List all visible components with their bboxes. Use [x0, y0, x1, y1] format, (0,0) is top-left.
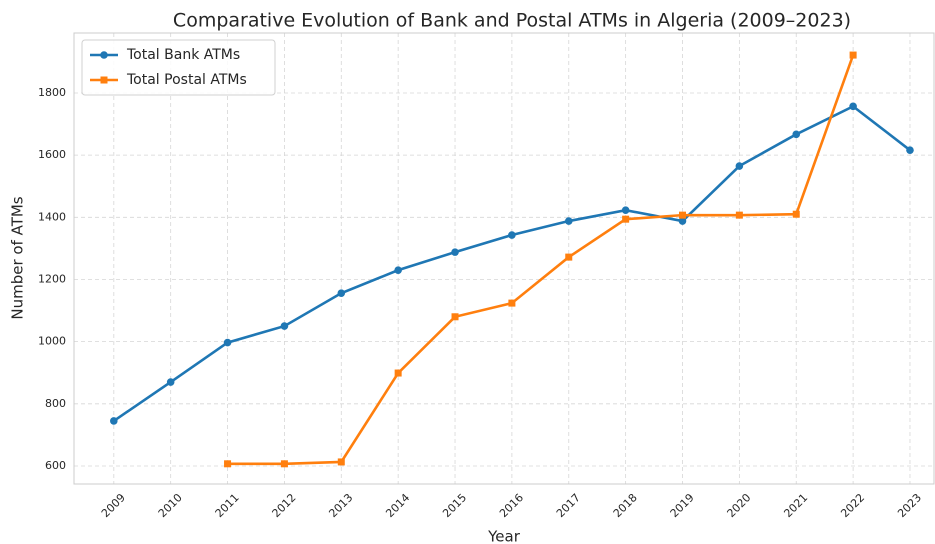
- legend-marker: [100, 76, 108, 84]
- legend: Total Bank ATMs Total Postal ATMs: [81, 39, 276, 96]
- y-tick-label: 800: [45, 397, 66, 410]
- x-tick-label: 2022: [838, 491, 867, 520]
- x-tick-label: 2019: [668, 491, 697, 520]
- x-tick-label: 2017: [554, 491, 583, 520]
- point: [394, 266, 402, 274]
- y-tick-label: 1600: [38, 148, 66, 161]
- point: [735, 162, 744, 170]
- point: [565, 253, 573, 261]
- point: [394, 369, 402, 377]
- point: [849, 51, 857, 59]
- x-tick-label: 2020: [725, 491, 754, 520]
- point: [337, 458, 345, 466]
- series-line: [227, 54, 855, 466]
- x-tick-label: 2012: [270, 491, 299, 520]
- legend-label: Total Postal ATMs: [126, 72, 247, 88]
- x-tick-label: 2023: [895, 491, 924, 520]
- point: [224, 460, 232, 468]
- point: [679, 211, 687, 219]
- point: [166, 378, 175, 386]
- point: [223, 338, 232, 347]
- point: [735, 211, 743, 219]
- chart-title: Comparative Evolution of Bank and Postal…: [173, 10, 851, 32]
- y-tick-label: 1200: [38, 272, 66, 285]
- x-tick-label: 2011: [213, 491, 242, 520]
- legend-marker: [100, 51, 108, 59]
- point: [280, 460, 288, 468]
- point: [337, 289, 346, 297]
- point: [280, 322, 289, 330]
- plot-frame: [73, 32, 935, 485]
- point: [678, 217, 687, 225]
- x-tick-label: 2014: [383, 491, 412, 520]
- point: [508, 299, 516, 307]
- x-axis-label: Year: [487, 528, 521, 544]
- point: [621, 206, 630, 214]
- point: [906, 146, 914, 154]
- y-axis-label: Number of ATMs: [9, 196, 27, 319]
- point: [508, 231, 516, 239]
- point: [110, 417, 118, 425]
- y-tick-label: 1000: [38, 335, 66, 348]
- x-tick-label: 2010: [156, 491, 185, 520]
- point: [451, 313, 459, 321]
- y-tick-label: 600: [45, 459, 66, 472]
- point: [792, 130, 801, 139]
- point: [622, 215, 630, 223]
- x-tick-label: 2021: [781, 491, 810, 520]
- x-tick-label: 2013: [326, 491, 355, 520]
- x-tick-label: 2015: [440, 491, 469, 520]
- y-tick-label: 1400: [38, 210, 66, 223]
- point: [451, 248, 459, 256]
- point: [564, 217, 573, 225]
- point: [849, 102, 857, 111]
- y-tick-label: 1800: [38, 86, 66, 99]
- x-tick-label: 2016: [497, 491, 526, 520]
- legend-label: Total Bank ATMs: [126, 47, 240, 63]
- x-tick-label: 2009: [99, 491, 128, 520]
- x-tick-label: 2018: [611, 491, 640, 520]
- point: [792, 210, 800, 218]
- legend-box: [81, 39, 276, 96]
